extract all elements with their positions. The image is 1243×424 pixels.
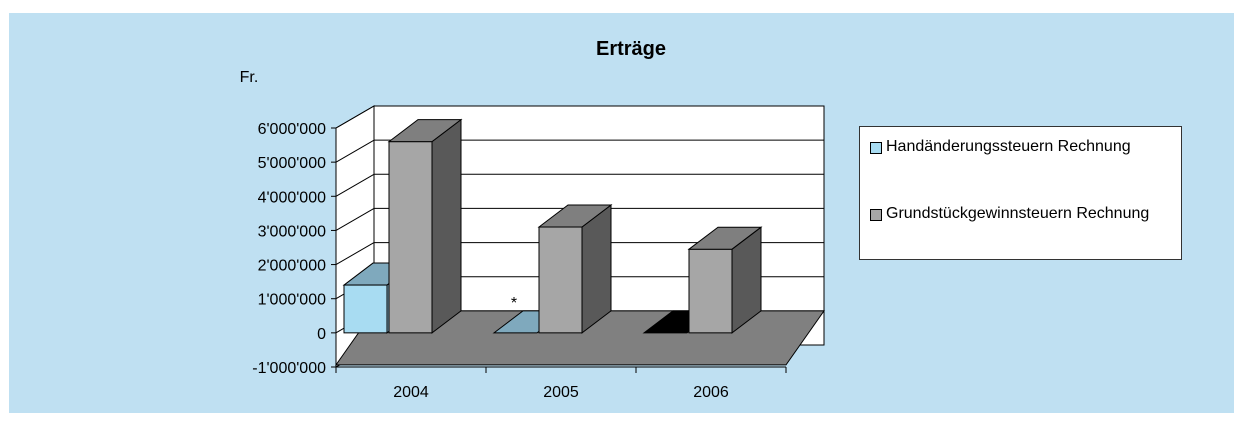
legend-swatch-2 [870, 209, 882, 221]
legend-item-1: Handänderungssteuern Rechnung [870, 137, 1166, 157]
chart-title: Erträge [596, 38, 666, 60]
legend-swatch-1 [870, 142, 882, 154]
legend-item-2: Grundstückgewinnsteuern Rechnung [870, 204, 1166, 224]
annotation: * [511, 295, 517, 312]
bar-side-2-2004 [431, 118, 462, 334]
y-tick-label: 0 [317, 326, 326, 343]
plot-area: 6'000'000 5'000'000 4'000'000 3'000'000 2'00… [252, 105, 825, 401]
bar-top-2-2005 [537, 204, 613, 228]
gridline-side [335, 242, 375, 266]
x-tick-label: 2005 [543, 384, 579, 401]
y-tick-label: -1'000'000 [252, 360, 326, 377]
y-tick-label: 6'000'000 [258, 121, 327, 138]
y-tick-label: 1'000'000 [258, 292, 327, 309]
gridline-side [335, 139, 375, 163]
x-tick-label: 2006 [693, 384, 729, 401]
bar-2-2004 [388, 141, 433, 334]
bar-1-2004 [343, 284, 388, 334]
legend-label-2: Grundstückgewinnsteuern Rechnung [886, 205, 1150, 222]
y-axis-label: Fr. [240, 69, 259, 86]
chart-area: Erträge Fr. 6'000'000 5'000'000 4'000'000 3… [9, 13, 1234, 413]
bar-2-2006 [688, 248, 733, 334]
gridline-side [335, 105, 375, 129]
x-tick-label: 2004 [393, 384, 429, 401]
bar-top-2-2006 [687, 226, 763, 250]
legend: Handänderungssteuern Rechnung Grundstück… [859, 126, 1182, 260]
gridline-side [335, 207, 375, 231]
chart-svg: Erträge Fr. 6'000'000 5'000'000 4'000'000 3… [240, 38, 825, 401]
legend-label-1: Handänderungssteuern Rechnung [886, 138, 1131, 155]
y-tick-label: 5'000'000 [258, 155, 327, 172]
y-tick-label: 4'000'000 [258, 189, 327, 206]
y-tick-label: 2'000'000 [258, 258, 327, 275]
bar-2-2005 [538, 226, 583, 334]
bar-top-2-2004 [387, 119, 463, 143]
gridline-side [335, 173, 375, 197]
y-tick-label: 3'000'000 [258, 223, 327, 240]
